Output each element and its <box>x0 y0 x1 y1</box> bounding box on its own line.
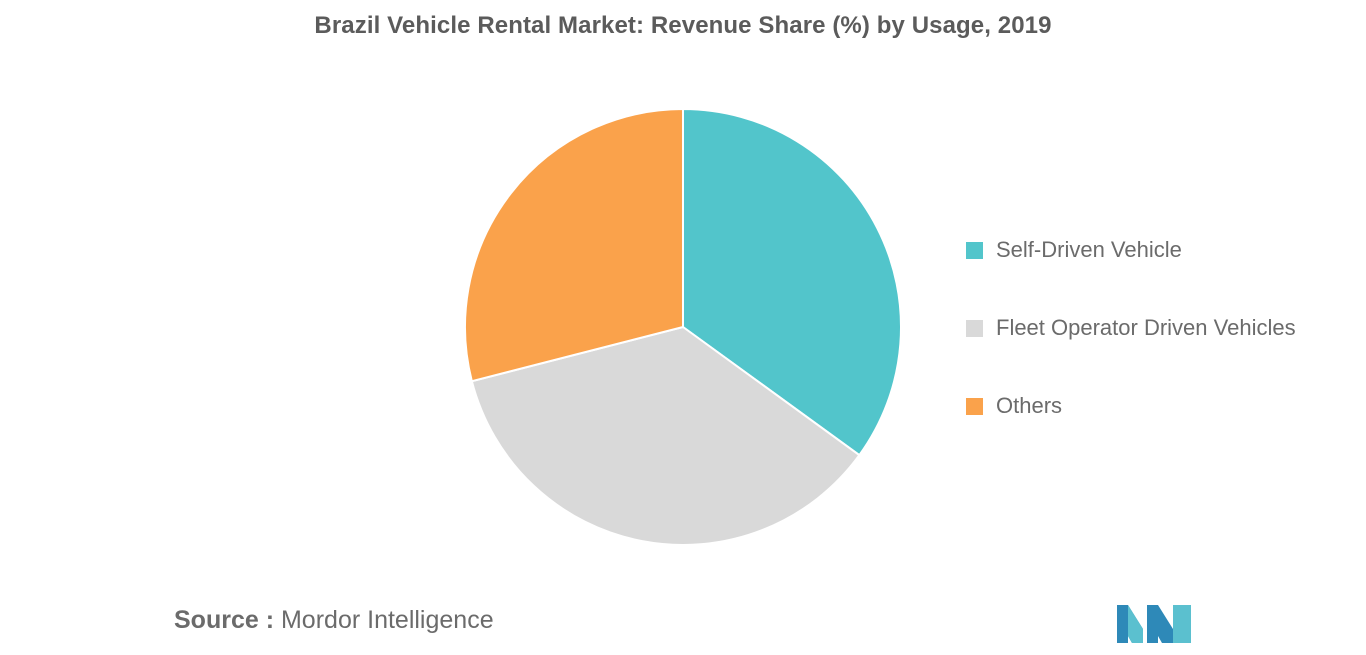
legend-swatch <box>966 319 983 337</box>
pie-slice-others <box>464 107 684 383</box>
pie-slice-fleet-operator-driven-vehicles <box>470 325 861 547</box>
legend-label: Self-Driven Vehicle <box>996 237 1182 262</box>
legend-label: Others <box>996 393 1063 418</box>
chart-title: Brazil Vehicle Rental Market: Revenue Sh… <box>314 12 1052 39</box>
pie-slice-self-driven-vehicle <box>682 107 902 457</box>
legend-item: Self-Driven Vehicle <box>966 233 1296 267</box>
legend-item: Fleet Operator Driven Vehicles <box>966 311 1296 345</box>
source-prefix: Source : <box>174 606 275 634</box>
source-note: Source : Mordor Intelligence <box>174 606 494 635</box>
source-name: Mordor Intelligence <box>280 606 494 634</box>
mordor-intelligence-logo-icon <box>1117 605 1191 643</box>
legend-swatch <box>966 397 983 415</box>
chart-legend: Self-Driven Vehicle Fleet Operator Driven… <box>966 233 1296 467</box>
legend-swatch <box>966 241 983 259</box>
legend-label: Fleet Operator Driven Vehicles <box>996 315 1296 340</box>
legend-item: Others <box>966 389 1296 423</box>
